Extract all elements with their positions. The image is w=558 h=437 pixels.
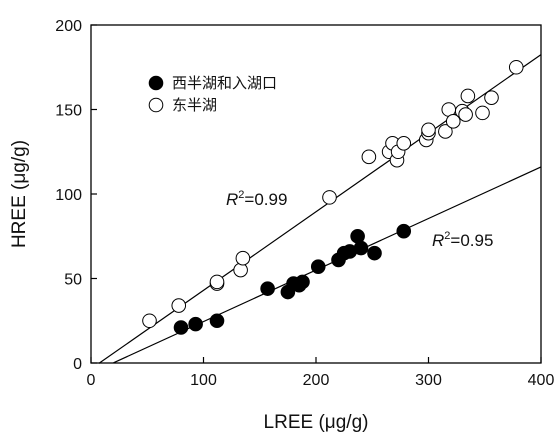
fit-lines — [98, 54, 542, 364]
point-east-lake — [233, 262, 248, 278]
point-west-lake — [295, 274, 310, 290]
y-tick-label: 100 — [55, 187, 82, 204]
point-east-lake — [322, 190, 337, 205]
r2-label: R2=0.99 — [226, 189, 287, 209]
x-tick-label: 400 — [528, 372, 555, 389]
point-west-lake — [396, 223, 412, 239]
point-east-lake — [438, 124, 453, 139]
y-tick-label: 50 — [64, 272, 82, 289]
plot-frame — [90, 24, 542, 364]
y-axis-title: HREE (μg/g) — [9, 140, 30, 248]
point-east-lake — [460, 88, 476, 104]
point-east-lake — [235, 250, 251, 266]
point-west-lake — [367, 245, 382, 261]
point-west-lake — [353, 240, 369, 256]
x-axis-title: LREE (μg/g) — [264, 412, 369, 433]
legend-marker — [148, 75, 164, 91]
legend-label: 西半湖和入湖口 — [172, 74, 277, 92]
point-east-lake — [171, 298, 187, 313]
x-tick-label: 300 — [415, 372, 442, 389]
data-points — [142, 59, 524, 335]
point-west-lake — [310, 259, 326, 274]
point-west-lake — [173, 320, 189, 335]
point-east-lake — [396, 136, 412, 151]
point-east-lake — [484, 90, 499, 105]
point-east-lake — [508, 59, 524, 75]
fit-line-east — [98, 54, 542, 364]
x-tick-label: 0 — [87, 372, 96, 389]
legend-label: 东半湖 — [172, 96, 217, 114]
y-tick-label: 150 — [55, 103, 82, 120]
x-tick-label: 200 — [303, 372, 330, 389]
point-west-lake — [209, 313, 225, 329]
y-tick-label: 0 — [73, 356, 82, 373]
point-east-lake — [361, 149, 377, 165]
r2-label: R2=0.95 — [432, 230, 493, 250]
point-east-lake — [142, 313, 157, 329]
r2-annotations: R2=0.95 R2=0.99 — [226, 189, 493, 250]
legend-marker — [148, 97, 164, 113]
point-east-lake — [421, 122, 436, 138]
point-west-lake — [260, 281, 275, 296]
x-tick-label: 100 — [190, 372, 217, 389]
point-east-lake — [209, 274, 225, 290]
point-east-lake — [458, 107, 473, 122]
y-tick-label: 200 — [55, 18, 82, 35]
point-west-lake — [188, 316, 203, 332]
point-east-lake — [445, 114, 461, 129]
point-east-lake — [475, 105, 490, 121]
axis-ticks: 0 100 200 300 400 0 50 100 150 200 — [55, 18, 554, 389]
